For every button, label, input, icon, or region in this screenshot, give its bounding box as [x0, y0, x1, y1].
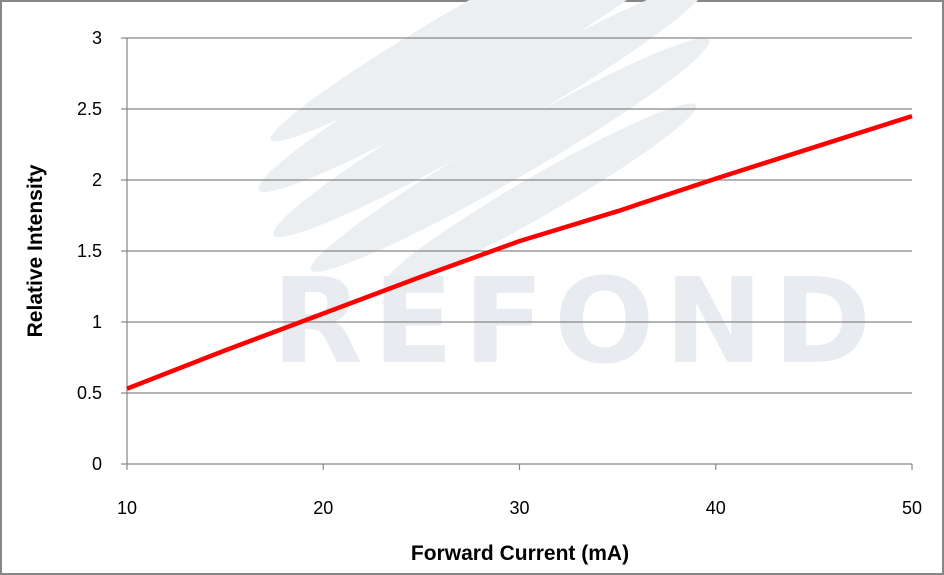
- series-line: [126, 113, 913, 391]
- y-tick-label: 1: [92, 312, 102, 332]
- y-axis-title: Relative Intensity: [24, 164, 47, 337]
- y-tick-label: 1.5: [77, 241, 102, 261]
- x-tick-label: 40: [706, 498, 726, 518]
- y-tick-label: 0: [92, 454, 102, 474]
- x-tick-label: 10: [117, 498, 137, 518]
- y-tick-label: 2: [92, 170, 102, 190]
- x-tick-label: 30: [509, 498, 529, 518]
- x-axis-title: Forward Current (mA): [411, 542, 629, 565]
- axes: [121, 37, 913, 470]
- y-tick-label: 2.5: [77, 99, 102, 119]
- x-tick-label: 50: [902, 498, 922, 518]
- watermark-text: REFOND: [272, 252, 881, 390]
- y-tick-label: 3: [92, 28, 102, 48]
- x-tick-label: 20: [313, 498, 333, 518]
- y-tick-labels: 0 0.5 1 1.5 2 2.5 3: [77, 28, 102, 474]
- y-tick-label: 0.5: [77, 383, 102, 403]
- watermark-logo: REFOND: [258, 0, 881, 390]
- x-tick-labels: 10 20 30 40 50: [117, 498, 922, 518]
- grid-lines: [127, 37, 912, 394]
- series-group: [126, 113, 913, 391]
